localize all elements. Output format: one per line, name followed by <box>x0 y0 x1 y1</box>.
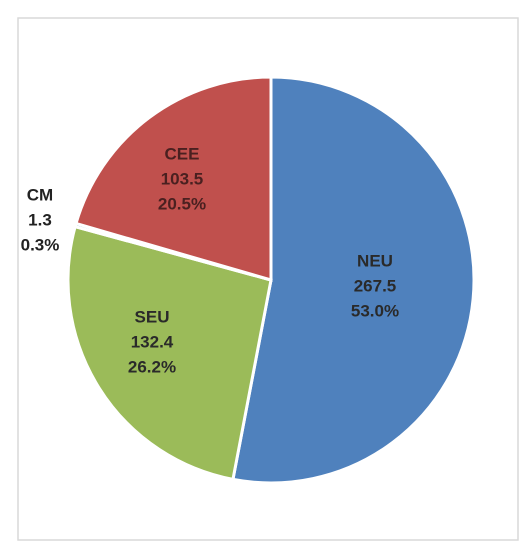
slice-category-label: NEU <box>357 251 393 270</box>
slice-category-label: SEU <box>135 307 170 326</box>
slice-value-label: 132.4 <box>131 332 174 351</box>
slice-percent-label: 53.0% <box>351 301 399 320</box>
pie-slice <box>231 75 476 485</box>
pie-slice <box>74 75 273 282</box>
slice-category-label: CM <box>27 185 53 204</box>
slice-percent-label: 0.3% <box>21 235 60 254</box>
pie-slice <box>66 224 273 482</box>
slice-value-label: 103.5 <box>161 169 204 188</box>
slice-value-label: 267.5 <box>354 276 397 295</box>
slice-value-label: 1.3 <box>28 210 52 229</box>
slice-category-label: CEE <box>165 144 200 163</box>
slice-percent-label: 26.2% <box>128 357 176 376</box>
slice-percent-label: 20.5% <box>158 194 206 213</box>
